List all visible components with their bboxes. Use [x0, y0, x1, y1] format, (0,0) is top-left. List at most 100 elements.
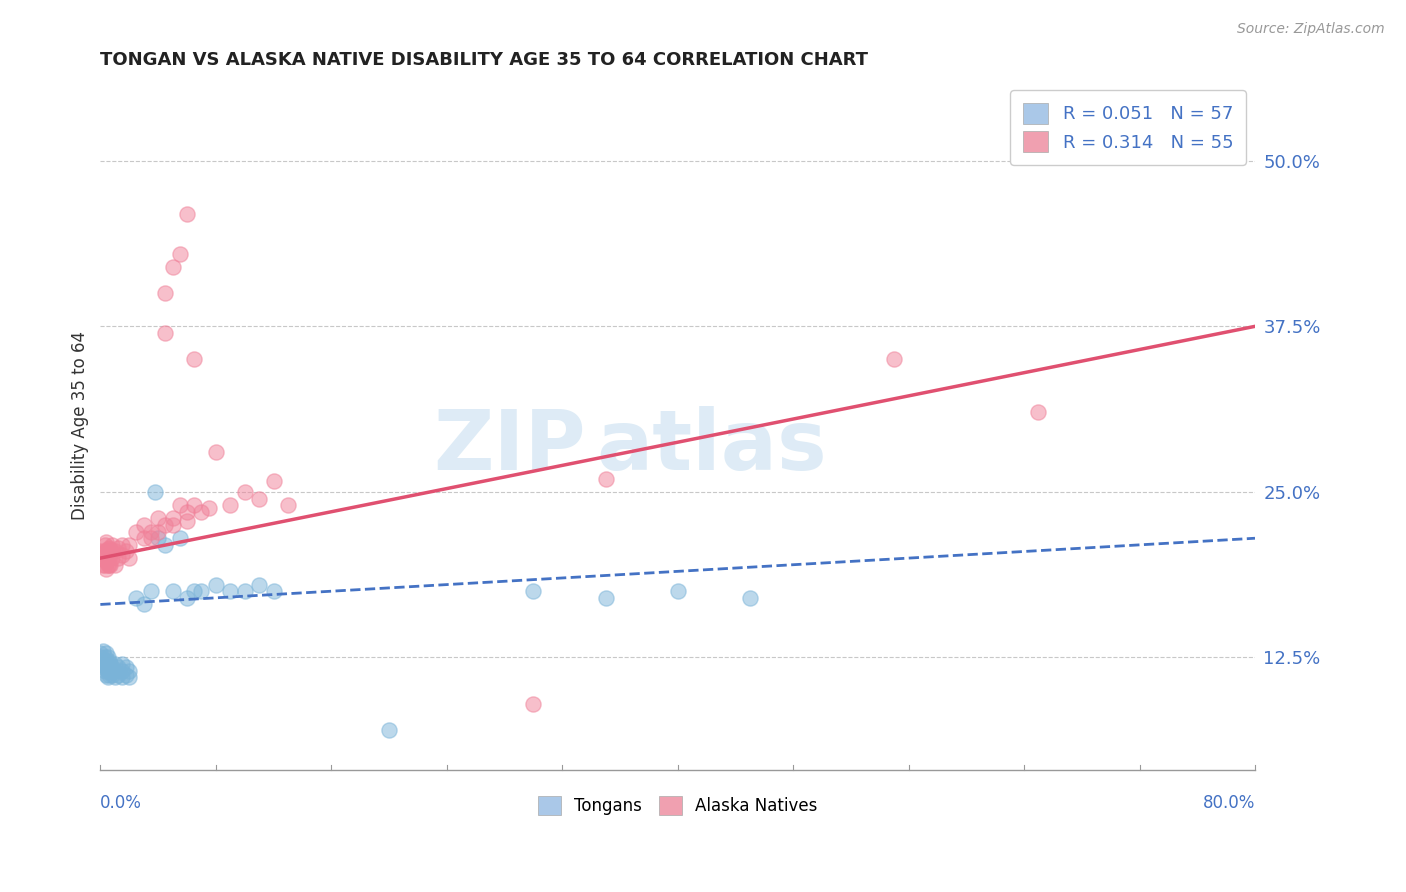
- Point: [118, 664, 141, 678]
- Point: [103, 664, 125, 678]
- Point: [219, 498, 242, 512]
- Point: [132, 531, 155, 545]
- Point: [93, 558, 115, 572]
- Point: [100, 657, 122, 671]
- Point: [139, 524, 162, 539]
- Point: [111, 664, 134, 678]
- Text: ZIP: ZIP: [433, 406, 585, 487]
- Point: [97, 670, 120, 684]
- Point: [91, 644, 114, 658]
- Point: [100, 544, 122, 558]
- Point: [97, 558, 120, 572]
- Point: [107, 667, 129, 681]
- Point: [93, 538, 115, 552]
- Point: [162, 584, 184, 599]
- Point: [132, 518, 155, 533]
- Point: [155, 538, 177, 552]
- Text: 0.0%: 0.0%: [100, 794, 142, 812]
- Point: [101, 659, 124, 673]
- Point: [111, 657, 134, 671]
- Point: [104, 558, 127, 572]
- Point: [100, 664, 122, 678]
- Point: [219, 584, 242, 599]
- Point: [197, 500, 219, 515]
- Point: [522, 584, 544, 599]
- Point: [139, 531, 162, 545]
- Point: [1028, 405, 1050, 419]
- Point: [595, 591, 617, 605]
- Point: [101, 538, 124, 552]
- Point: [176, 505, 198, 519]
- Point: [118, 538, 141, 552]
- Point: [101, 667, 124, 681]
- Point: [111, 538, 134, 552]
- Point: [378, 723, 401, 738]
- Point: [183, 584, 205, 599]
- Point: [233, 584, 256, 599]
- Point: [89, 544, 111, 558]
- Point: [139, 584, 162, 599]
- Point: [98, 654, 121, 668]
- Point: [107, 551, 129, 566]
- Point: [115, 667, 138, 681]
- Point: [98, 541, 121, 555]
- Point: [89, 551, 111, 566]
- Point: [522, 697, 544, 711]
- Point: [155, 286, 177, 301]
- Point: [233, 484, 256, 499]
- Point: [146, 511, 169, 525]
- Point: [94, 659, 117, 673]
- Point: [169, 498, 191, 512]
- Point: [93, 544, 115, 558]
- Y-axis label: Disability Age 35 to 64: Disability Age 35 to 64: [72, 331, 89, 520]
- Text: TONGAN VS ALASKA NATIVE DISABILITY AGE 35 TO 64 CORRELATION CHART: TONGAN VS ALASKA NATIVE DISABILITY AGE 3…: [100, 51, 869, 69]
- Point: [104, 670, 127, 684]
- Point: [176, 514, 198, 528]
- Point: [104, 544, 127, 558]
- Point: [94, 544, 117, 558]
- Point: [146, 531, 169, 545]
- Point: [89, 654, 111, 668]
- Point: [190, 584, 212, 599]
- Legend: Tongans, Alaska Natives: Tongans, Alaska Natives: [529, 788, 827, 823]
- Point: [94, 667, 117, 681]
- Point: [98, 667, 121, 681]
- Point: [115, 659, 138, 673]
- Point: [118, 551, 141, 566]
- Point: [100, 558, 122, 572]
- Point: [104, 657, 127, 671]
- Point: [666, 584, 689, 599]
- Point: [111, 549, 134, 563]
- Point: [263, 475, 285, 489]
- Point: [89, 650, 111, 665]
- Point: [91, 551, 114, 566]
- Point: [107, 541, 129, 555]
- Point: [162, 518, 184, 533]
- Point: [155, 326, 177, 340]
- Text: 80.0%: 80.0%: [1202, 794, 1256, 812]
- Point: [277, 498, 299, 512]
- Text: atlas: atlas: [596, 406, 828, 487]
- Point: [91, 654, 114, 668]
- Point: [183, 352, 205, 367]
- Text: Source: ZipAtlas.com: Source: ZipAtlas.com: [1237, 22, 1385, 37]
- Point: [91, 659, 114, 673]
- Point: [93, 657, 115, 671]
- Point: [247, 491, 270, 506]
- Point: [94, 647, 117, 661]
- Point: [183, 498, 205, 512]
- Point: [169, 246, 191, 260]
- Point: [89, 647, 111, 661]
- Point: [98, 659, 121, 673]
- Point: [94, 562, 117, 576]
- Point: [247, 577, 270, 591]
- Point: [125, 524, 148, 539]
- Point: [595, 472, 617, 486]
- Point: [176, 207, 198, 221]
- Point: [115, 544, 138, 558]
- Point: [98, 558, 121, 572]
- Point: [118, 670, 141, 684]
- Point: [89, 657, 111, 671]
- Point: [883, 352, 905, 367]
- Point: [155, 518, 177, 533]
